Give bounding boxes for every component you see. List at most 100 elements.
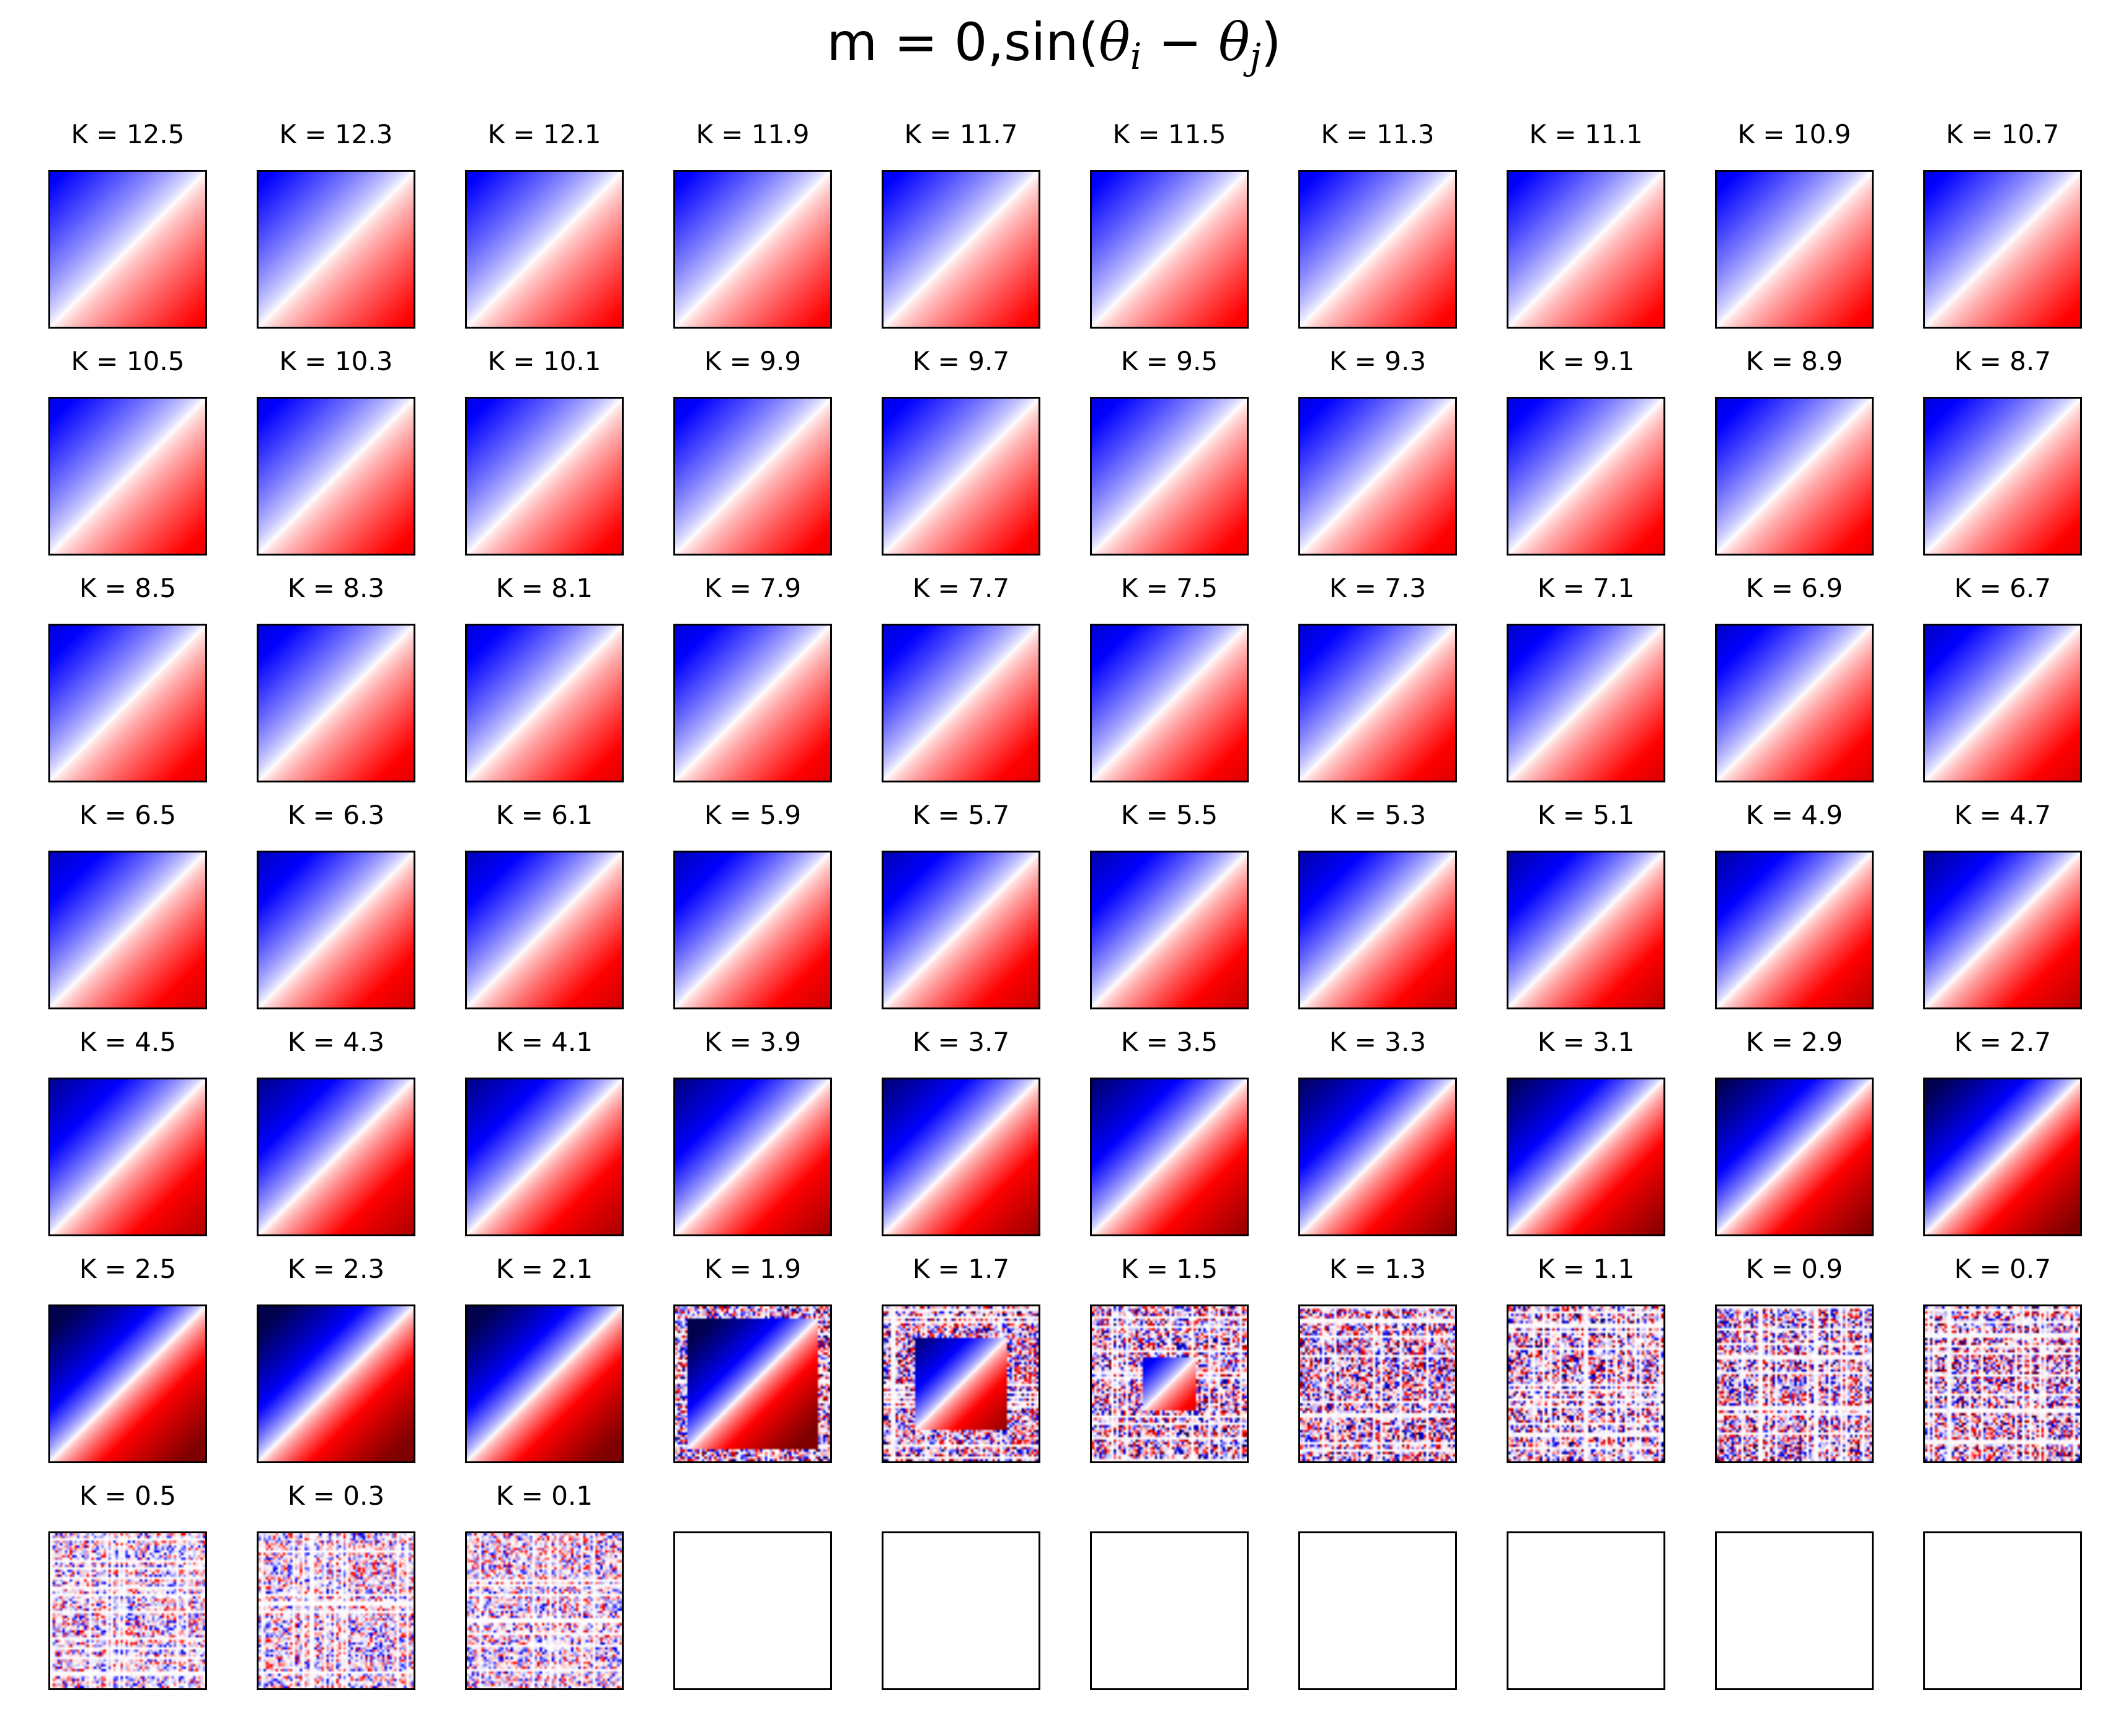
title-subscript-i: i	[1130, 35, 1142, 78]
panel-label: K = 0.3	[287, 1481, 385, 1511]
heatmap-image	[675, 172, 830, 327]
heatmap-cells	[1300, 399, 1455, 554]
heatmap-frame	[257, 624, 415, 782]
heatmap-image	[1717, 852, 1872, 1008]
panel-label: K = 4.1	[495, 1027, 593, 1057]
heatmap-image	[259, 1306, 414, 1461]
heatmap-frame	[1298, 851, 1457, 1009]
panel-label: K = 7.5	[1120, 573, 1218, 603]
heatmap-image	[1300, 172, 1455, 327]
heatmap-cells	[675, 172, 830, 327]
heatmap-image	[467, 1079, 622, 1234]
heatmap-cells	[884, 852, 1038, 1008]
panel-label: K = 12.3	[279, 119, 393, 149]
heatmap-frame	[1923, 624, 2082, 782]
panel-label: K = 11.9	[696, 119, 810, 149]
title-prefix: m = 0,sin(	[826, 12, 1099, 73]
heatmap-image	[1092, 1079, 1247, 1234]
heatmap-image	[1717, 172, 1872, 327]
heatmap-frame	[673, 397, 832, 556]
heatmap-image	[1300, 1079, 1455, 1234]
heatmap-frame	[465, 397, 624, 556]
heatmap-cells	[1508, 852, 1663, 1008]
heatmap-cells	[467, 626, 622, 781]
heatmap-image	[884, 852, 1038, 1008]
heatmap-cells	[1300, 626, 1455, 781]
heatmap-image	[1092, 626, 1247, 781]
heatmap-frame	[1090, 170, 1249, 329]
panel-label: K = 4.9	[1745, 800, 1843, 830]
heatmap-image	[259, 399, 414, 554]
panel-label: K = 4.3	[287, 1027, 385, 1057]
heatmap-image	[1925, 1306, 2080, 1461]
heatmap-cells	[675, 626, 830, 781]
heatmap-image	[1925, 1079, 2080, 1234]
heatmap-cells	[1092, 1306, 1247, 1461]
heatmap-frame	[1298, 397, 1457, 556]
panel-label: K = 10.5	[71, 346, 185, 376]
heatmap-frame	[48, 170, 207, 329]
heatmap-frame	[1715, 1304, 1874, 1463]
heatmap-cells	[675, 1306, 830, 1461]
heatmap-image	[259, 1533, 414, 1688]
panel-label: K = 2.5	[79, 1254, 177, 1284]
heatmap-frame	[1298, 1078, 1457, 1236]
title-subscript-j: j	[1249, 35, 1261, 78]
heatmap-image	[675, 626, 830, 781]
heatmap-frame	[48, 1078, 207, 1236]
heatmap-cells	[259, 1079, 414, 1234]
panel-label: K = 12.5	[71, 119, 185, 149]
heatmap-image	[467, 1533, 622, 1688]
panel-label: K = 4.7	[1954, 800, 2052, 830]
heatmap-image	[1092, 852, 1247, 1008]
heatmap-cells	[1925, 1079, 2080, 1234]
heatmap-image	[884, 626, 1038, 781]
heatmap-image	[467, 852, 622, 1008]
heatmap-image	[1300, 626, 1455, 781]
heatmap-cells	[1092, 852, 1247, 1008]
panel-label: K = 8.5	[79, 573, 177, 603]
panel-label: K = 8.7	[1954, 346, 2052, 376]
heatmap-frame	[673, 1304, 832, 1463]
heatmap-frame	[1715, 851, 1874, 1009]
heatmap-cells	[467, 399, 622, 554]
heatmap-frame	[882, 624, 1040, 782]
heatmap-image	[259, 172, 414, 327]
panel-label: K = 6.1	[495, 800, 593, 830]
heatmap-cells	[1717, 172, 1872, 327]
panel-label: K = 6.7	[1954, 573, 2052, 603]
panel-label: K = 10.9	[1737, 119, 1851, 149]
heatmap-frame	[257, 397, 415, 556]
heatmap-image	[1508, 399, 1663, 554]
heatmap-cells	[1925, 172, 2080, 327]
panel-label: K = 9.9	[704, 346, 802, 376]
empty-panel-frame	[1090, 1531, 1249, 1690]
panel-label: K = 5.1	[1537, 800, 1635, 830]
heatmap-frame	[465, 851, 624, 1009]
heatmap-image	[50, 852, 205, 1008]
panel-label: K = 1.3	[1329, 1254, 1427, 1284]
title-suffix: )	[1260, 12, 1282, 73]
heatmap-frame	[1923, 851, 2082, 1009]
heatmap-cells	[467, 1306, 622, 1461]
panel-label: K = 1.1	[1537, 1254, 1635, 1284]
panel-label: K = 8.3	[287, 573, 385, 603]
heatmap-image	[1717, 399, 1872, 554]
panel-label: K = 2.1	[495, 1254, 593, 1284]
heatmap-image	[675, 1079, 830, 1234]
heatmap-image	[884, 172, 1038, 327]
heatmap-frame	[48, 397, 207, 556]
heatmap-cells	[1925, 626, 2080, 781]
heatmap-frame	[882, 1304, 1040, 1463]
heatmap-image	[1508, 626, 1663, 781]
heatmap-cells	[1300, 172, 1455, 327]
heatmap-cells	[884, 399, 1038, 554]
panel-label: K = 9.1	[1537, 346, 1635, 376]
heatmap-frame	[673, 624, 832, 782]
heatmap-frame	[1298, 170, 1457, 329]
heatmap-cells	[50, 1079, 205, 1234]
panel-label: K = 12.1	[487, 119, 601, 149]
heatmap-cells	[259, 626, 414, 781]
heatmap-image	[1300, 852, 1455, 1008]
heatmap-cells	[50, 1306, 205, 1461]
